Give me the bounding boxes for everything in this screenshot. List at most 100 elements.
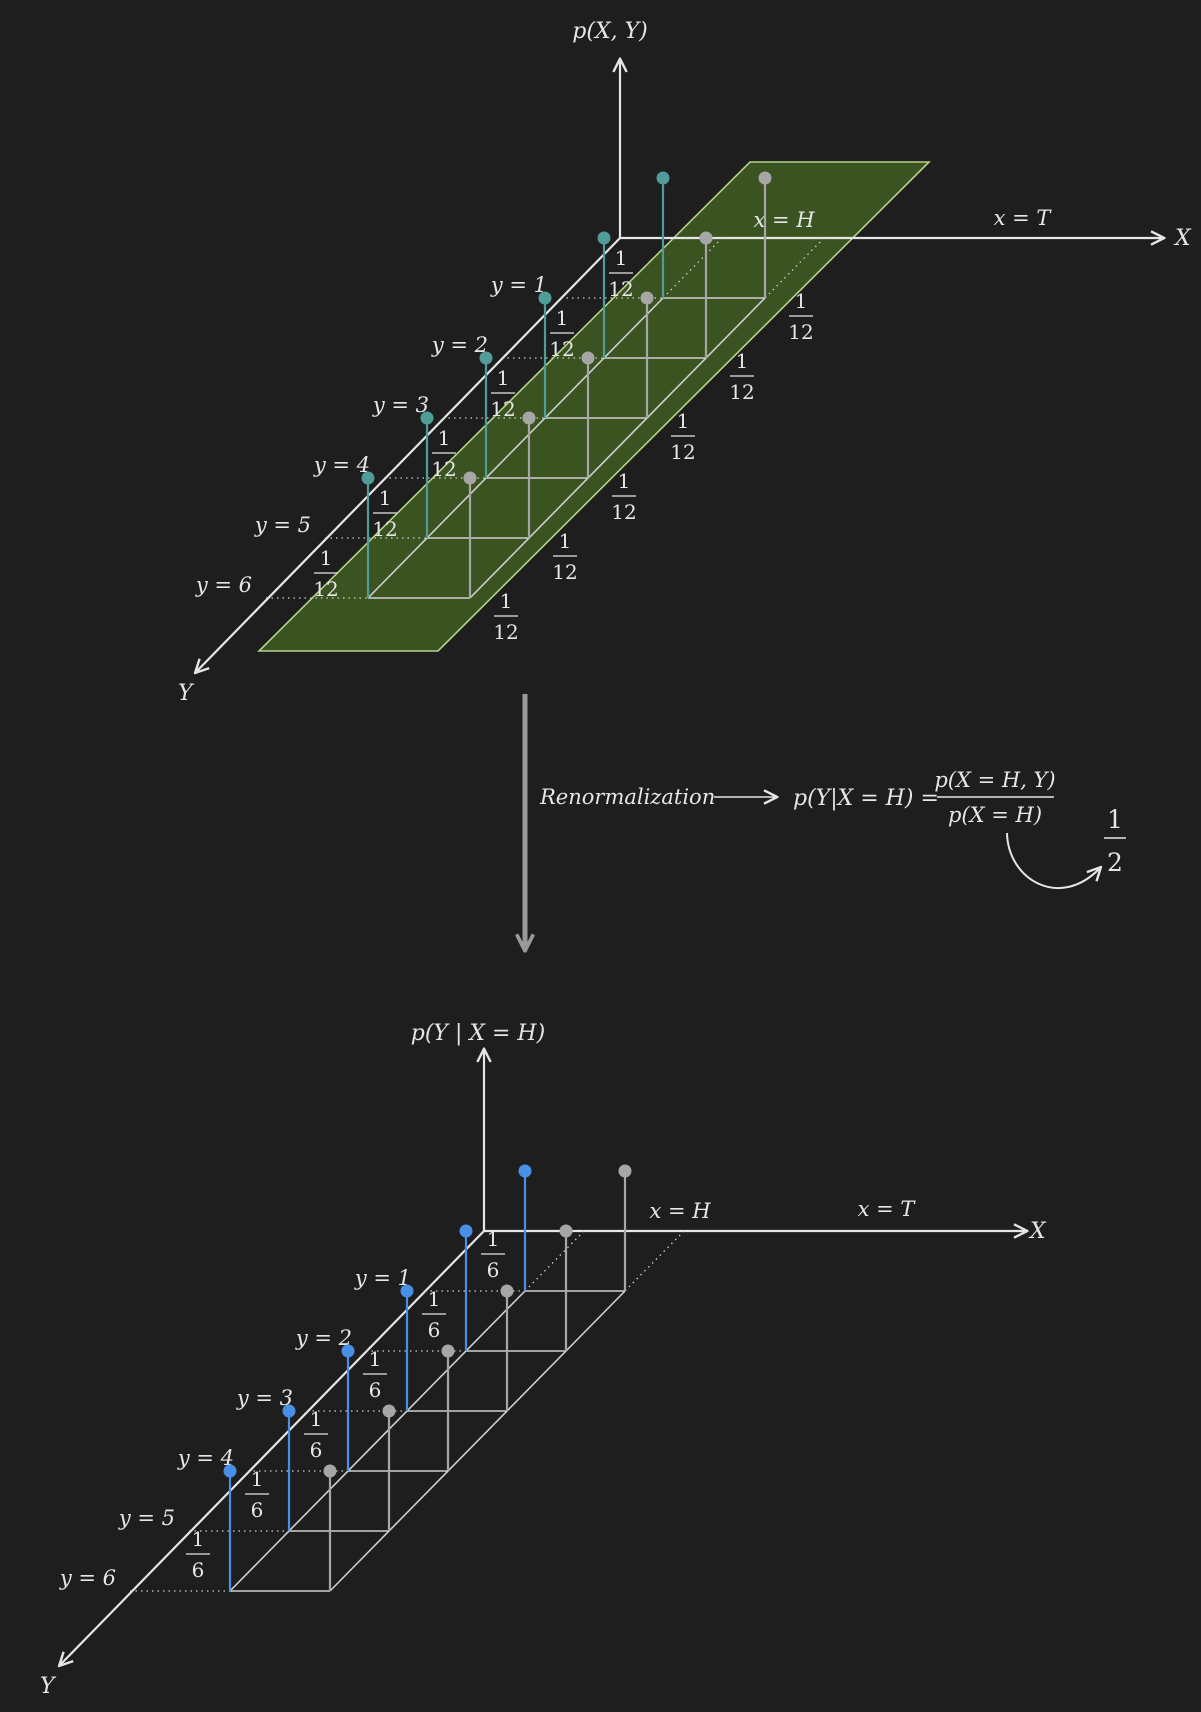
- conditional-distribution-panel: p(Y | X = H) X Y x = H x = T y = 1y = 2y…: [40, 1021, 1047, 1699]
- prob-denominator-x1-y6: 12: [313, 577, 338, 601]
- prob-numerator-x1-y2: 1: [428, 1287, 441, 1311]
- y-label-5: y = 5: [254, 513, 311, 537]
- x-label-t: x = T: [994, 206, 1053, 230]
- y-label-5: y = 5: [118, 1506, 175, 1530]
- prob-numerator-x1-y4: 1: [438, 426, 451, 450]
- top-grid: [266, 237, 825, 599]
- prob-denominator-x1-y4: 12: [431, 457, 456, 481]
- prob-denominator-x2-y5: 12: [552, 560, 577, 584]
- renormalization-label: Renormalization: [539, 785, 715, 809]
- stem-dot-x2-y4: [441, 1344, 455, 1358]
- bottom-probability-labels: 1 6 1 6 1 6 1 6 1 6 1 6: [186, 1227, 505, 1582]
- formula-numerator: p(X = H, Y): [934, 768, 1055, 792]
- marginal-denominator: 2: [1107, 848, 1123, 877]
- stem-dot-x1-y1: [656, 171, 670, 185]
- top-probability-labels: 1 12 1 12 1 12 1 12 1 12 1 12 1 12 1 12 1 12 1 12 1 12 1 12: [313, 246, 813, 644]
- prob-denominator-x1-y5: 12: [372, 517, 397, 541]
- prob-denominator-x1-y6: 6: [192, 1558, 205, 1582]
- prob-numerator-x1-y5: 1: [379, 486, 392, 510]
- y-label-6: y = 6: [59, 1566, 116, 1590]
- x-label-h: x = H: [753, 208, 815, 232]
- prob-denominator-x1-y1: 12: [608, 277, 633, 301]
- stem-dot-x1-y4: [341, 1344, 355, 1358]
- z-axis-label: p(Y | X = H): [411, 1021, 545, 1046]
- prob-denominator-x1-y5: 6: [251, 1498, 264, 1522]
- x-axis-label: X: [1028, 1219, 1047, 1244]
- stem-dot-x2-y5: [382, 1404, 396, 1418]
- x-axis-label: X: [1173, 226, 1192, 251]
- prob-numerator-x1-y6: 1: [320, 546, 333, 570]
- prob-numerator-x1-y3: 1: [497, 366, 510, 390]
- prob-numerator-x1-y1: 1: [615, 246, 628, 270]
- joint-distribution-panel: p(X, Y) X Y x = H x = T y = 1y = 2y = 3y…: [178, 19, 1192, 706]
- grid-line-x1: [229, 1290, 526, 1592]
- z-axis-label: p(X, Y): [572, 19, 647, 44]
- y-label-4: y = 4: [177, 1446, 234, 1470]
- conditional-formula-lhs: p(Y|X = H) =: [793, 786, 939, 811]
- prob-denominator-x1-y2: 12: [549, 337, 574, 361]
- stem-dot-x2-y3: [500, 1284, 514, 1298]
- x-label-h: x = H: [649, 1199, 711, 1223]
- y-axis: [60, 1230, 485, 1665]
- stem-dot-x1-y2: [597, 231, 611, 245]
- grid-line-x2: [329, 1290, 626, 1592]
- prob-numerator-x1-y3: 1: [369, 1347, 382, 1371]
- prob-numerator-x2-y5: 1: [559, 529, 572, 553]
- stem-dot-x2-y2: [699, 231, 713, 245]
- stem-dot-x1-y6: [223, 1464, 237, 1478]
- renormalization-step: Renormalization p(Y|X = H) = p(X = H, Y)…: [525, 694, 1126, 946]
- prob-numerator-x2-y6: 1: [500, 589, 513, 613]
- stem-dot-x1-y3: [538, 291, 552, 305]
- y-label-2: y = 2: [431, 333, 488, 357]
- stem-dot-x1-y6: [361, 471, 375, 485]
- formula-denominator: p(X = H): [948, 803, 1042, 827]
- stem-dot-x2-y1: [758, 171, 772, 185]
- prob-denominator-x1-y4: 6: [310, 1438, 323, 1462]
- prob-numerator-x2-y4: 1: [618, 469, 631, 493]
- grid-line-x2: [469, 297, 766, 599]
- bottom-grid: [130, 1230, 685, 1592]
- prob-denominator-x1-y3: 12: [490, 397, 515, 421]
- prob-numerator-x1-y2: 1: [556, 306, 569, 330]
- curved-arrow: [1006, 832, 1100, 889]
- prob-numerator-x2-y2: 1: [736, 349, 749, 373]
- prob-numerator-x2-y1: 1: [795, 289, 808, 313]
- prob-numerator-x1-y6: 1: [192, 1527, 205, 1551]
- prob-denominator-x1-y1: 6: [487, 1258, 500, 1282]
- stem-dot-x1-y3: [400, 1284, 414, 1298]
- y-label-6: y = 6: [195, 573, 252, 597]
- prob-numerator-x1-y4: 1: [310, 1407, 323, 1431]
- marginal-numerator: 1: [1107, 805, 1123, 834]
- stem-dot-x2-y6: [463, 471, 477, 485]
- prob-denominator-x2-y3: 12: [670, 440, 695, 464]
- y-label-4: y = 4: [313, 453, 370, 477]
- top-y-labels: y = 1 y = 2 y = 3 y = 4 y = 5 y = 6: [195, 273, 547, 597]
- stem-dot-x1-y4: [479, 351, 493, 365]
- y-axis-label: Y: [40, 1674, 57, 1699]
- y-label-3: y = 3: [236, 1386, 293, 1410]
- prob-numerator-x1-y5: 1: [251, 1467, 264, 1491]
- y-axis: [196, 237, 621, 672]
- y-label-1: y = 1: [354, 1266, 411, 1290]
- grid-line-x1: [367, 297, 664, 599]
- prob-denominator-x1-y3: 6: [369, 1378, 382, 1402]
- stem-dot-x2-y4: [581, 351, 595, 365]
- y-label-3: y = 3: [372, 393, 429, 417]
- stem-dot-x2-y6: [323, 1464, 337, 1478]
- prob-denominator-x2-y2: 12: [729, 380, 754, 404]
- stem-dot-x1-y5: [282, 1404, 296, 1418]
- stem-dot-x2-y2: [559, 1224, 573, 1238]
- prob-denominator-x2-y1: 12: [788, 320, 813, 344]
- stem-dot-x2-y5: [522, 411, 536, 425]
- y-label-2: y = 2: [295, 1326, 352, 1350]
- y-label-1: y = 1: [490, 273, 547, 297]
- stem-dot-x2-y3: [640, 291, 654, 305]
- grid-dotted-x2: [624, 1230, 685, 1292]
- stem-dot-x1-y2: [459, 1224, 473, 1238]
- highlight-plane-x-equals-h: [257, 161, 931, 652]
- stem-dot-x2-y1: [618, 1164, 632, 1178]
- prob-denominator-x1-y2: 6: [428, 1318, 441, 1342]
- stem-dot-x1-y5: [420, 411, 434, 425]
- top-stems: [361, 171, 772, 598]
